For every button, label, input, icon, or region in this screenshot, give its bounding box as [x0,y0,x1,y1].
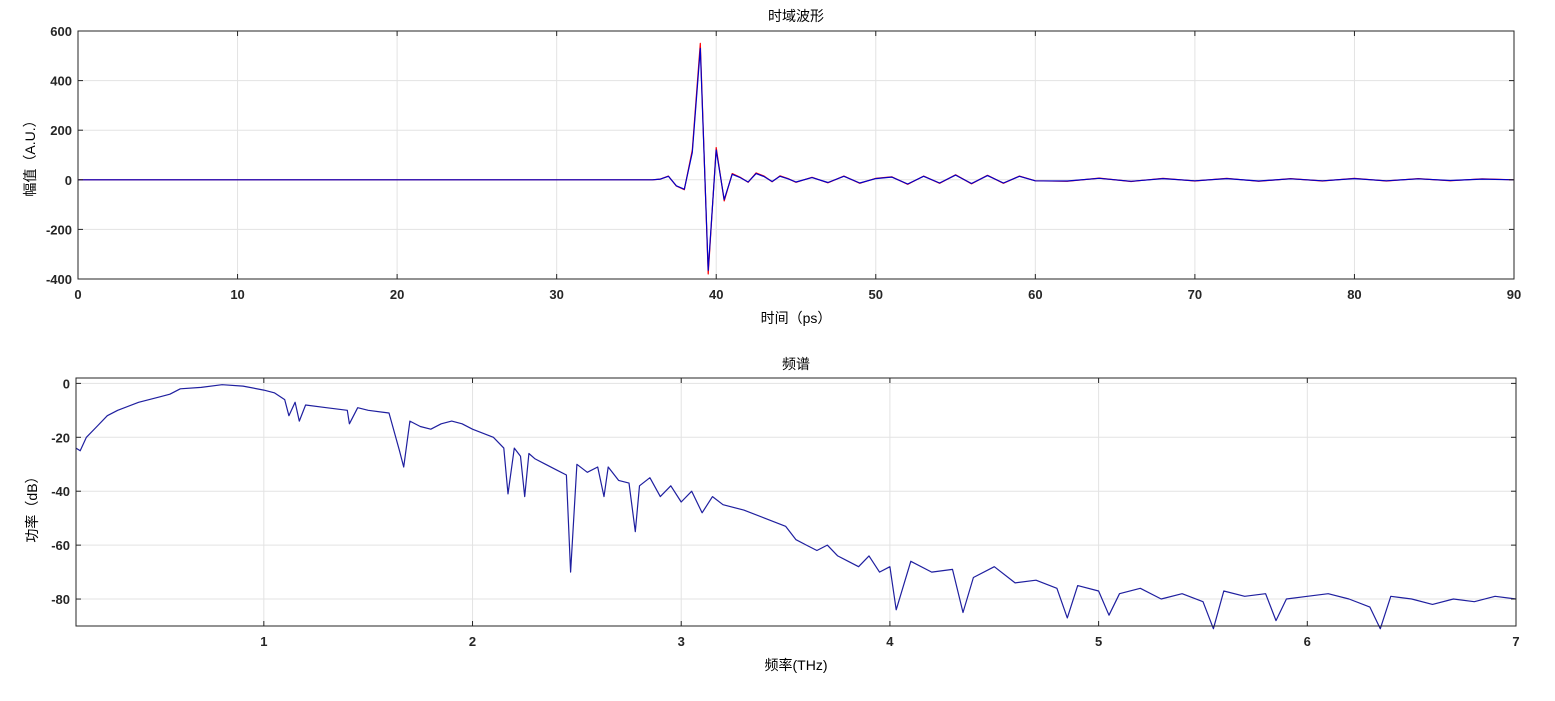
spectrum-ticks: 1 2 3 4 5 6 7 -80 -60 -40 -20 0 [51,376,1519,649]
time-domain-ytick-label: -200 [46,222,72,237]
time-domain-series-0-line [78,42,1515,275]
spectrum-ylabel: 功率（dB） [24,469,40,542]
spectrum-ytick-label: -20 [51,430,70,445]
spectrum-ytick-label: -40 [51,484,70,499]
spectrum-xtick-label: 1 [260,634,267,649]
spectrum-plot-frame [75,377,1517,627]
spectrum-series-0-line [75,384,1517,630]
spectrum-ytick-label: -80 [51,592,70,607]
time-domain-xtick-label: 60 [1028,287,1042,302]
time-domain-xtick-label: 90 [1507,287,1521,302]
spectrum-xtick-label: 4 [886,634,894,649]
time-domain-chart: 时域波形 0 10 20 30 40 50 60 70 80 90 -400 -200 0 200 400 6… [22,8,1521,326]
time-domain-xtick-label: 80 [1347,287,1361,302]
spectrum-series-group [75,384,1517,630]
spectrum-grid [76,378,1517,626]
time-domain-xlabel: 时间（ps） [761,310,832,326]
time-domain-ytick-label: 0 [65,173,72,188]
time-domain-ytick-label: 200 [50,123,72,138]
time-domain-ticks: 0 10 20 30 40 50 60 70 80 90 -400 -200 0 200 400 600 [46,24,1521,302]
time-domain-xtick-label: 20 [390,287,404,302]
spectrum-title: 频谱 [782,356,810,372]
spectrum-xtick-label: 3 [678,634,685,649]
time-domain-series-group [78,42,1515,275]
time-domain-xtick-label: 40 [709,287,723,302]
time-domain-xtick-label: 30 [549,287,563,302]
spectrum-xtick-label: 7 [1512,634,1519,649]
spectrum-xtick-label: 5 [1095,634,1102,649]
time-domain-series-1-line [78,47,1515,271]
time-domain-xtick-label: 50 [869,287,883,302]
time-domain-grid [77,30,1515,280]
spectrum-ytick-label: 0 [63,376,70,391]
spectrum-xlabel: 频率(THz) [765,657,828,673]
spectrum-chart: 频谱 1 2 3 4 5 6 7 -80 -60 -40 -20 0 频率(THz) 功率（dB） [24,356,1520,673]
time-domain-ytick-label: -400 [46,272,72,287]
time-domain-ylabel: 幅值（A.U.） [22,113,38,196]
spectrum-xtick-label: 2 [469,634,476,649]
time-domain-plot-frame [77,30,1515,280]
spectrum-ytick-label: -60 [51,538,70,553]
time-domain-ytick-label: 600 [50,24,72,39]
time-domain-xtick-label: 70 [1188,287,1202,302]
time-domain-title: 时域波形 [768,8,824,24]
time-domain-xtick-label: 10 [230,287,244,302]
time-domain-ytick-label: 400 [50,74,72,89]
spectrum-xtick-label: 6 [1304,634,1311,649]
time-domain-xtick-label: 0 [74,287,81,302]
